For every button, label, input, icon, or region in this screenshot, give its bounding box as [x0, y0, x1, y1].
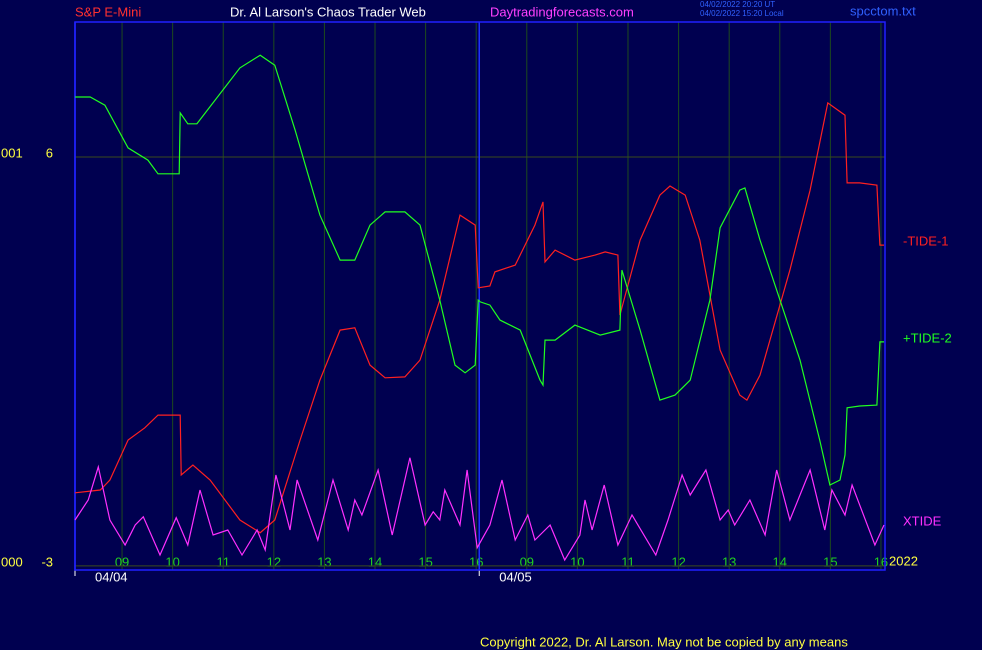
- x-tick-label: 13: [317, 554, 331, 569]
- plot-frame: [74, 21, 886, 571]
- date-label: 04/04: [95, 569, 128, 584]
- x-tick-label: 16: [469, 554, 483, 569]
- y-side-label: 001: [1, 145, 23, 160]
- x-tick-label: 12: [671, 554, 685, 569]
- file-name: spcctom.txt: [850, 3, 916, 18]
- x-tick-label: 09: [115, 554, 129, 569]
- x-tick-label: 16: [874, 554, 888, 569]
- y-side-label: 000: [1, 554, 23, 569]
- x-tick-label: 12: [267, 554, 281, 569]
- y-tick-label: 6: [46, 145, 53, 160]
- x-tick-label: 10: [165, 554, 179, 569]
- copyright: Copyright 2022, Dr. Al Larson. May not b…: [480, 634, 848, 649]
- y-tick-label: -3: [41, 554, 53, 569]
- x-tick-label: 13: [722, 554, 736, 569]
- website: Daytradingforecasts.com: [490, 4, 634, 19]
- year: 2022: [889, 553, 918, 568]
- timestamp: 04/02/2022 15:20 Local: [700, 9, 784, 18]
- x-tick-label: 10: [570, 554, 584, 569]
- date-label: 04/05: [499, 569, 532, 584]
- series-line: [74, 457, 885, 562]
- series-line: [75, 54, 884, 486]
- series-label: XTIDE: [903, 513, 942, 528]
- x-tick-label: 11: [216, 554, 230, 569]
- series-line: [74, 101, 884, 534]
- series-label: +TIDE-2: [903, 330, 952, 345]
- x-tick-label: 15: [823, 554, 837, 569]
- x-tick-label: 09: [520, 554, 534, 569]
- instrument: S&P E-Mini: [75, 4, 141, 19]
- x-tick-label: 14: [368, 554, 382, 569]
- timestamp: 04/02/2022 20:20 UT: [700, 0, 775, 9]
- x-tick-label: 15: [418, 554, 432, 569]
- x-tick-label: 14: [773, 554, 787, 569]
- series-label: -TIDE-1: [903, 234, 949, 249]
- chart-title: Dr. Al Larson's Chaos Trader Web: [230, 4, 426, 19]
- x-tick-label: 11: [621, 554, 635, 569]
